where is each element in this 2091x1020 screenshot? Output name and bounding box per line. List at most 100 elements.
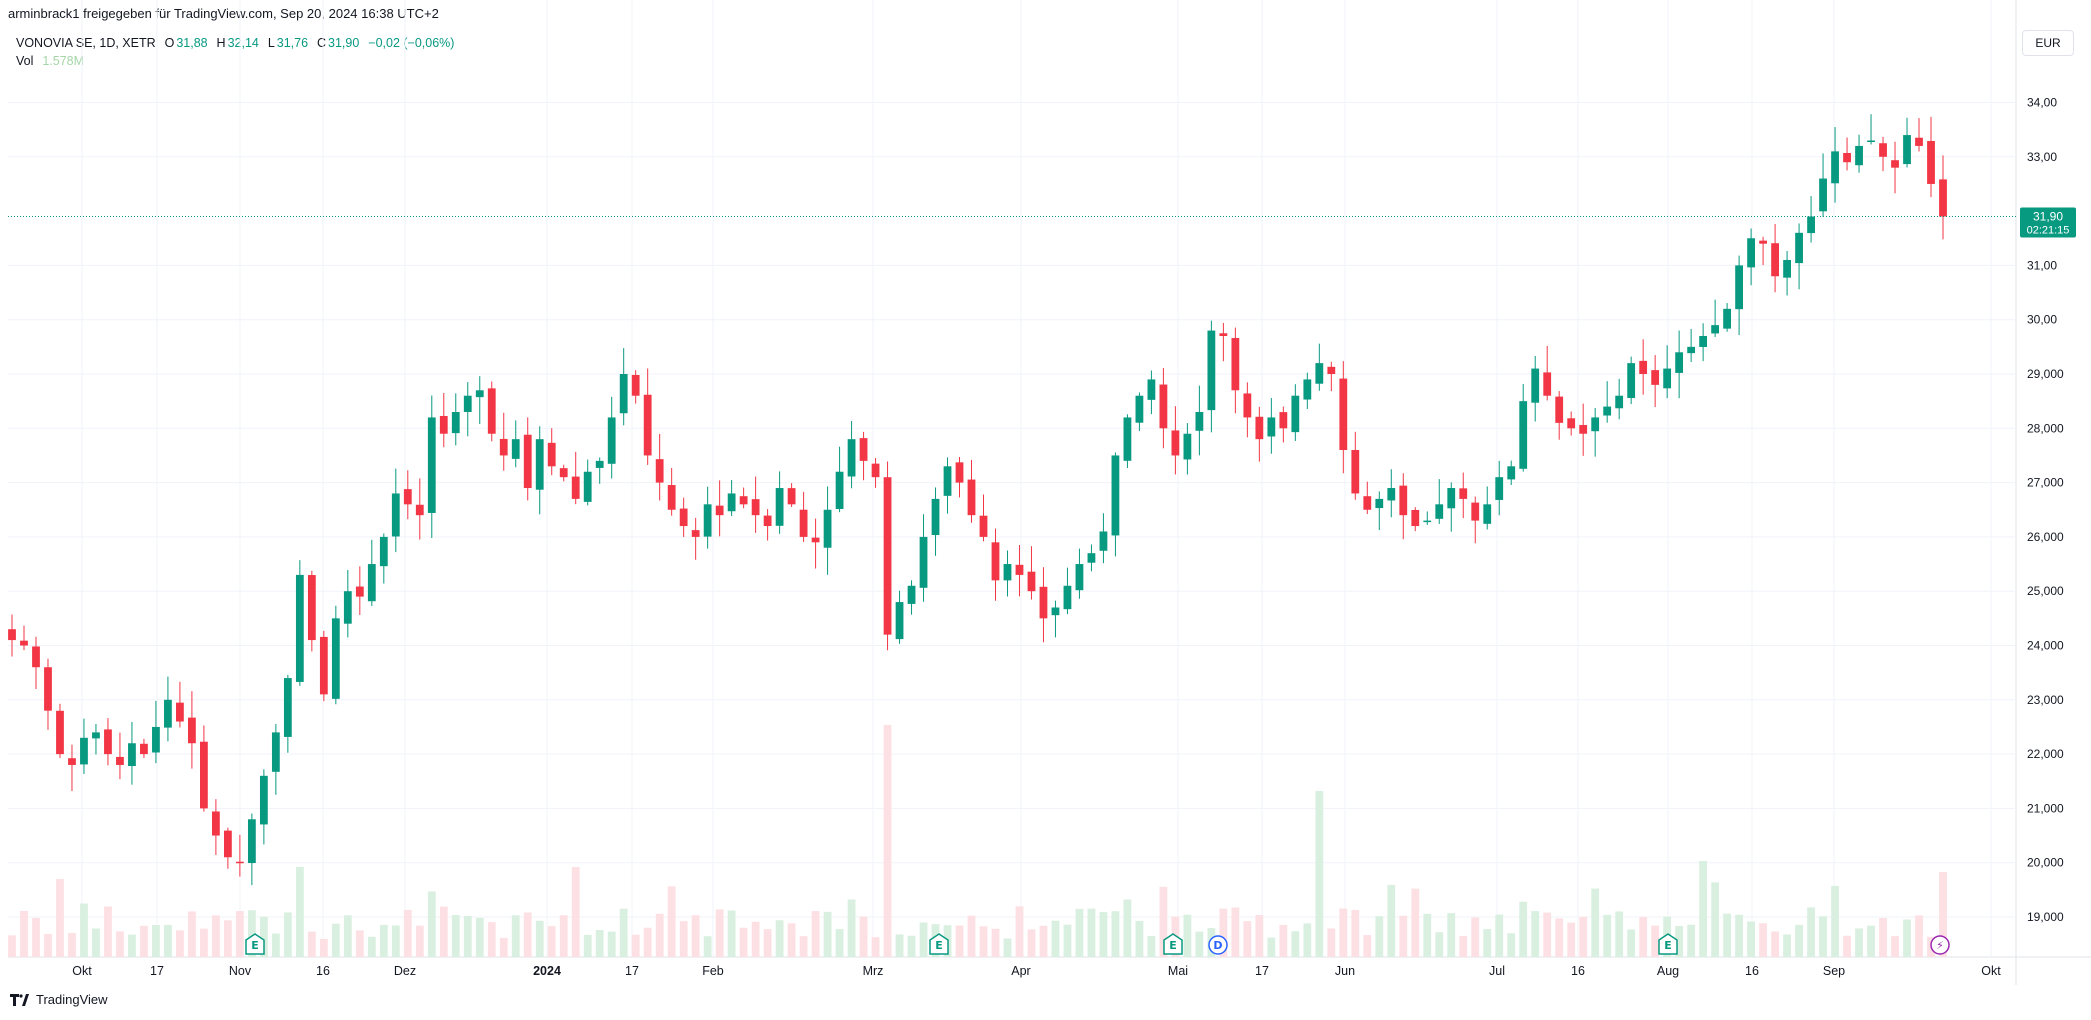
candle[interactable]: [1027, 546, 1036, 600]
candle[interactable]: [367, 539, 376, 606]
candle[interactable]: [1615, 378, 1624, 420]
candle[interactable]: [655, 433, 664, 501]
candle[interactable]: [1171, 406, 1180, 475]
candle[interactable]: [715, 480, 724, 537]
candle[interactable]: [1327, 361, 1336, 392]
candle[interactable]: [1003, 550, 1012, 597]
candle[interactable]: [152, 700, 160, 764]
candle[interactable]: [307, 570, 316, 652]
candle[interactable]: [475, 376, 484, 425]
candle[interactable]: [895, 590, 904, 644]
candle[interactable]: [667, 468, 676, 516]
candle[interactable]: [295, 560, 304, 686]
candle[interactable]: [1231, 327, 1240, 414]
candle[interactable]: [1639, 339, 1648, 395]
candle[interactable]: [487, 381, 496, 442]
candle[interactable]: [1015, 544, 1024, 597]
candle[interactable]: [1303, 372, 1312, 409]
candle[interactable]: [451, 393, 460, 446]
candle[interactable]: [1123, 414, 1132, 468]
candle[interactable]: [331, 605, 340, 705]
candle[interactable]: [751, 476, 760, 533]
candle[interactable]: [140, 738, 148, 758]
candle[interactable]: [223, 827, 232, 869]
candle[interactable]: [1723, 303, 1732, 332]
candle[interactable]: [1051, 600, 1060, 638]
candle[interactable]: [1039, 567, 1048, 643]
candle[interactable]: [1279, 406, 1288, 443]
candle[interactable]: [835, 446, 844, 513]
candle[interactable]: [1807, 196, 1815, 243]
candle[interactable]: [943, 457, 952, 514]
candle[interactable]: [1843, 137, 1851, 171]
candle[interactable]: [235, 834, 244, 877]
footer-brand[interactable]: TradingView: [10, 992, 108, 1007]
earnings-event-icon[interactable]: [245, 933, 265, 955]
candle[interactable]: [1255, 406, 1264, 462]
volume-label[interactable]: Vol: [16, 54, 34, 68]
candle[interactable]: [691, 517, 700, 560]
candle[interactable]: [871, 457, 880, 488]
candle[interactable]: [427, 395, 436, 539]
candle[interactable]: [1339, 361, 1348, 474]
candle[interactable]: [775, 471, 784, 534]
candle[interactable]: [1459, 472, 1468, 519]
candle[interactable]: [1891, 141, 1899, 194]
candle[interactable]: [619, 348, 628, 426]
candle[interactable]: [1267, 397, 1276, 454]
symbol-label[interactable]: VONOVIA SE, 1D, XETR: [16, 36, 156, 50]
candle[interactable]: [919, 514, 928, 602]
candle[interactable]: [176, 681, 184, 728]
candle[interactable]: [463, 382, 472, 437]
candle[interactable]: [535, 426, 544, 515]
candle[interactable]: [283, 674, 292, 753]
candle[interactable]: [1543, 345, 1552, 401]
candle[interactable]: [343, 570, 352, 638]
candle[interactable]: [1735, 255, 1744, 336]
candle[interactable]: [1879, 136, 1887, 172]
candle[interactable]: [799, 491, 808, 543]
candle[interactable]: [1519, 383, 1528, 472]
candle[interactable]: [1291, 384, 1300, 441]
candle[interactable]: [379, 533, 388, 584]
candle[interactable]: [595, 457, 604, 484]
candle[interactable]: [32, 636, 40, 690]
candle[interactable]: [1399, 473, 1408, 540]
candle[interactable]: [931, 487, 940, 556]
candle[interactable]: [1867, 114, 1875, 145]
candle[interactable]: [1783, 250, 1791, 296]
candle[interactable]: [1915, 118, 1923, 152]
currency-button[interactable]: EUR: [2022, 30, 2074, 56]
candle[interactable]: [80, 718, 88, 774]
candle[interactable]: [1495, 460, 1504, 516]
candle[interactable]: [1603, 381, 1612, 423]
candle[interactable]: [68, 744, 76, 792]
candle[interactable]: [1447, 482, 1456, 532]
candle[interactable]: [1819, 153, 1827, 217]
candle[interactable]: [1099, 513, 1108, 564]
candle[interactable]: [1387, 469, 1396, 518]
candle[interactable]: [128, 721, 136, 785]
candle[interactable]: [403, 470, 412, 520]
candle[interactable]: [991, 528, 1000, 601]
candle[interactable]: [44, 658, 52, 730]
candle[interactable]: [188, 691, 196, 769]
candle[interactable]: [967, 459, 976, 523]
candle[interactable]: [211, 799, 220, 856]
candle[interactable]: [92, 723, 100, 755]
candle[interactable]: [415, 478, 424, 540]
candle[interactable]: [1483, 486, 1492, 530]
candle[interactable]: [1759, 236, 1767, 266]
candle[interactable]: [1663, 345, 1672, 399]
candle[interactable]: [1411, 507, 1420, 532]
candle[interactable]: [1147, 370, 1156, 415]
candle[interactable]: [883, 461, 892, 651]
candle[interactable]: [319, 630, 328, 702]
candle[interactable]: [1219, 322, 1228, 362]
candle[interactable]: [1507, 460, 1516, 486]
candle[interactable]: [1579, 403, 1588, 456]
candle[interactable]: [583, 459, 592, 506]
split-event-icon[interactable]: [1930, 935, 1950, 955]
earnings-event-icon[interactable]: [1658, 933, 1678, 955]
